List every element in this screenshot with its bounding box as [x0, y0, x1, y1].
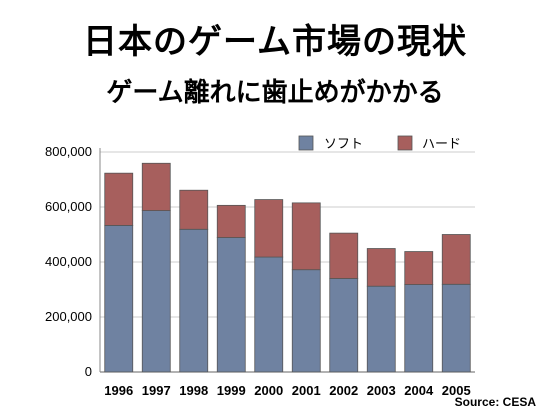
bar-soft-2003 — [366, 285, 396, 373]
bar-soft-1997 — [141, 210, 171, 373]
source-note: Source: CESA — [454, 395, 536, 409]
bar-hard-1999 — [216, 204, 246, 238]
bar-soft-1996 — [104, 225, 134, 373]
x-tick-label: 2002 — [329, 383, 358, 398]
bar-hard-1996 — [104, 172, 134, 226]
bar-hard-1998 — [179, 189, 209, 230]
bar-soft-1999 — [216, 237, 246, 373]
x-tick-label: 1998 — [179, 383, 208, 398]
bar-hard-1997 — [141, 162, 171, 211]
bar-hard-2003 — [366, 248, 396, 287]
bar-soft-2002 — [329, 278, 359, 373]
legend-swatch-soft — [298, 135, 314, 151]
x-tick-label: 2001 — [292, 383, 321, 398]
y-tick-label: 200,000 — [45, 309, 92, 324]
y-tick-label: 0 — [85, 364, 92, 379]
bar-hard-2005 — [441, 234, 471, 285]
page-title: 日本のゲーム市場の現状 — [83, 22, 467, 62]
legend-label-hard: ハード — [422, 137, 461, 152]
bar-soft-2004 — [404, 284, 434, 373]
x-tick-label: 1996 — [104, 383, 133, 398]
legend-swatch-hard — [397, 135, 413, 151]
y-tick-label: 400,000 — [45, 254, 92, 269]
bar-hard-2000 — [254, 199, 284, 258]
bar-hard-2004 — [404, 251, 434, 285]
bar-soft-2000 — [254, 256, 284, 373]
bar-soft-1998 — [179, 228, 209, 373]
x-tick-label: 2004 — [404, 383, 434, 398]
y-tick-label: 800,000 — [45, 144, 92, 159]
x-tick-label: 2003 — [367, 383, 396, 398]
bar-hard-2001 — [291, 202, 321, 271]
bar-soft-2005 — [441, 283, 471, 373]
x-tick-label: 1997 — [142, 383, 171, 398]
page-subtitle: ゲーム離れに歯止めがかかる — [106, 78, 444, 108]
legend-label-soft: ソフト — [324, 137, 363, 152]
bar-soft-2001 — [291, 269, 321, 373]
bar-hard-2002 — [329, 232, 359, 279]
x-tick-label: 1999 — [217, 383, 246, 398]
x-tick-label: 2005 — [442, 383, 471, 398]
y-tick-label: 600,000 — [45, 199, 92, 214]
x-tick-label: 2000 — [254, 383, 283, 398]
